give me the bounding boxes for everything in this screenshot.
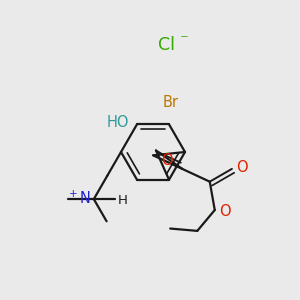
Text: Br: Br xyxy=(163,95,179,110)
Text: HO: HO xyxy=(106,115,129,130)
Text: O: O xyxy=(236,160,248,175)
Text: Cl: Cl xyxy=(158,36,175,54)
Text: O: O xyxy=(219,203,230,218)
Text: ⁻: ⁻ xyxy=(180,31,189,49)
Text: H: H xyxy=(118,194,128,207)
Text: $^+$N: $^+$N xyxy=(66,190,91,207)
Text: O: O xyxy=(161,154,172,169)
